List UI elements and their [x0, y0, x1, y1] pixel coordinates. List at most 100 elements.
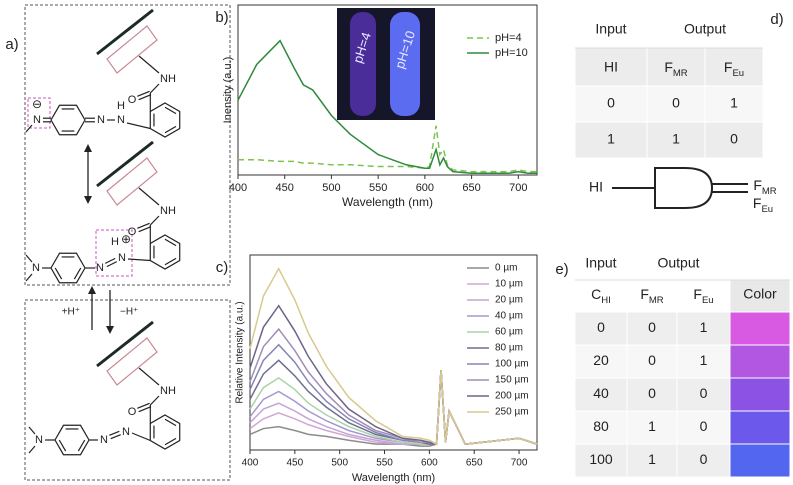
bond — [137, 222, 150, 229]
bond — [25, 254, 33, 263]
symbol: F — [640, 286, 649, 302]
bond — [126, 122, 151, 130]
table-cell — [627, 312, 677, 345]
symbol: C — [591, 286, 601, 302]
atom-label: N — [118, 252, 126, 264]
bond — [96, 8, 154, 56]
subscript: MR — [649, 295, 664, 306]
data-line — [249, 370, 538, 445]
table-cell — [575, 86, 647, 122]
bond — [137, 402, 150, 409]
table-cell-text: 0 — [648, 319, 656, 335]
table-cell-text: 0 — [597, 319, 605, 335]
subscript: Eu — [702, 295, 714, 306]
color-swatch — [730, 444, 790, 477]
table-header: Output — [657, 255, 699, 271]
atom-label: O — [128, 406, 137, 418]
gate-input: HI — [589, 179, 603, 195]
data-line — [249, 370, 538, 445]
legend-label: 10 µm — [495, 279, 523, 290]
bond — [104, 257, 116, 264]
table-cell-text: 80 — [593, 418, 609, 434]
table-cell — [575, 122, 647, 158]
bond — [25, 124, 33, 133]
legend-label: 100 µm — [495, 359, 529, 370]
bond — [164, 125, 177, 134]
bond — [164, 418, 177, 427]
table-cell-text: 0 — [607, 95, 615, 111]
plot-frame — [249, 254, 538, 451]
subscript: MR — [762, 186, 777, 197]
anchor-block — [106, 25, 158, 74]
data-line — [249, 370, 538, 445]
anchor-block — [106, 157, 158, 206]
bond — [149, 395, 160, 406]
scheme-box — [24, 299, 231, 481]
table-cell-text: 1 — [607, 131, 615, 147]
data-line — [237, 39, 537, 175]
atom-label: NH — [160, 385, 176, 397]
x-tick-label: 700 — [511, 458, 528, 469]
bond — [54, 267, 63, 280]
table-cell-text: 1 — [700, 319, 708, 335]
table-cell-text: 0 — [648, 385, 656, 401]
bond — [149, 215, 160, 226]
table-cell — [705, 86, 763, 122]
symbol: F — [664, 59, 673, 75]
atom-label: H — [111, 236, 119, 248]
table-cell-text: 40 — [593, 385, 609, 401]
table-cell — [647, 48, 705, 86]
bond — [138, 226, 152, 233]
table-cell-text: 0 — [700, 451, 708, 467]
bond — [28, 426, 36, 435]
bond — [77, 439, 86, 452]
data-line — [249, 267, 538, 446]
atom-label: N — [100, 434, 108, 446]
bond — [127, 258, 151, 262]
arrow-label: −H⁺ — [120, 307, 138, 318]
panel-label: a) — [5, 36, 18, 53]
bond — [138, 406, 152, 413]
ring — [149, 234, 181, 270]
bond — [73, 267, 82, 280]
bond — [109, 430, 120, 436]
table-cell — [677, 444, 730, 477]
anchor-block — [106, 337, 158, 386]
table-cell — [677, 345, 730, 378]
x-tick-label: 550 — [376, 458, 393, 469]
x-tick-label: 650 — [462, 182, 480, 194]
gate-output: FMR — [753, 177, 776, 197]
ring — [50, 104, 86, 136]
atom-label: N — [32, 262, 40, 274]
atom-label: N — [35, 434, 43, 446]
color-swatch — [730, 378, 790, 411]
table-cell — [575, 411, 627, 444]
column-header: FEu — [724, 59, 744, 79]
table-cell — [627, 444, 677, 477]
legend-label: pH=4 — [495, 32, 522, 44]
symbol: F — [724, 59, 733, 75]
table-cell — [627, 411, 677, 444]
x-tick-label: 600 — [421, 458, 438, 469]
panel-label: e) — [555, 261, 568, 278]
atom-label: NH — [160, 73, 176, 85]
highlight-box — [95, 229, 133, 277]
atom-label: N — [33, 114, 41, 126]
legend-label: 80 µm — [495, 343, 523, 354]
bond — [137, 90, 150, 97]
subscript: MR — [673, 68, 688, 79]
x-tick-label: 650 — [466, 458, 483, 469]
atom-label: N — [122, 426, 130, 438]
bond — [110, 434, 121, 440]
table-cell-text: 1 — [648, 418, 656, 434]
panel-label: d) — [770, 11, 783, 28]
bond — [164, 437, 177, 446]
bond — [138, 187, 160, 206]
x-tick-label: 600 — [416, 182, 434, 194]
legend-label: 200 µm — [495, 391, 529, 402]
color-swatch — [730, 345, 790, 378]
table-header: Output — [684, 21, 726, 37]
table-cell — [647, 86, 705, 122]
legend-label: 60 µm — [495, 327, 523, 338]
data-line — [238, 125, 537, 173]
